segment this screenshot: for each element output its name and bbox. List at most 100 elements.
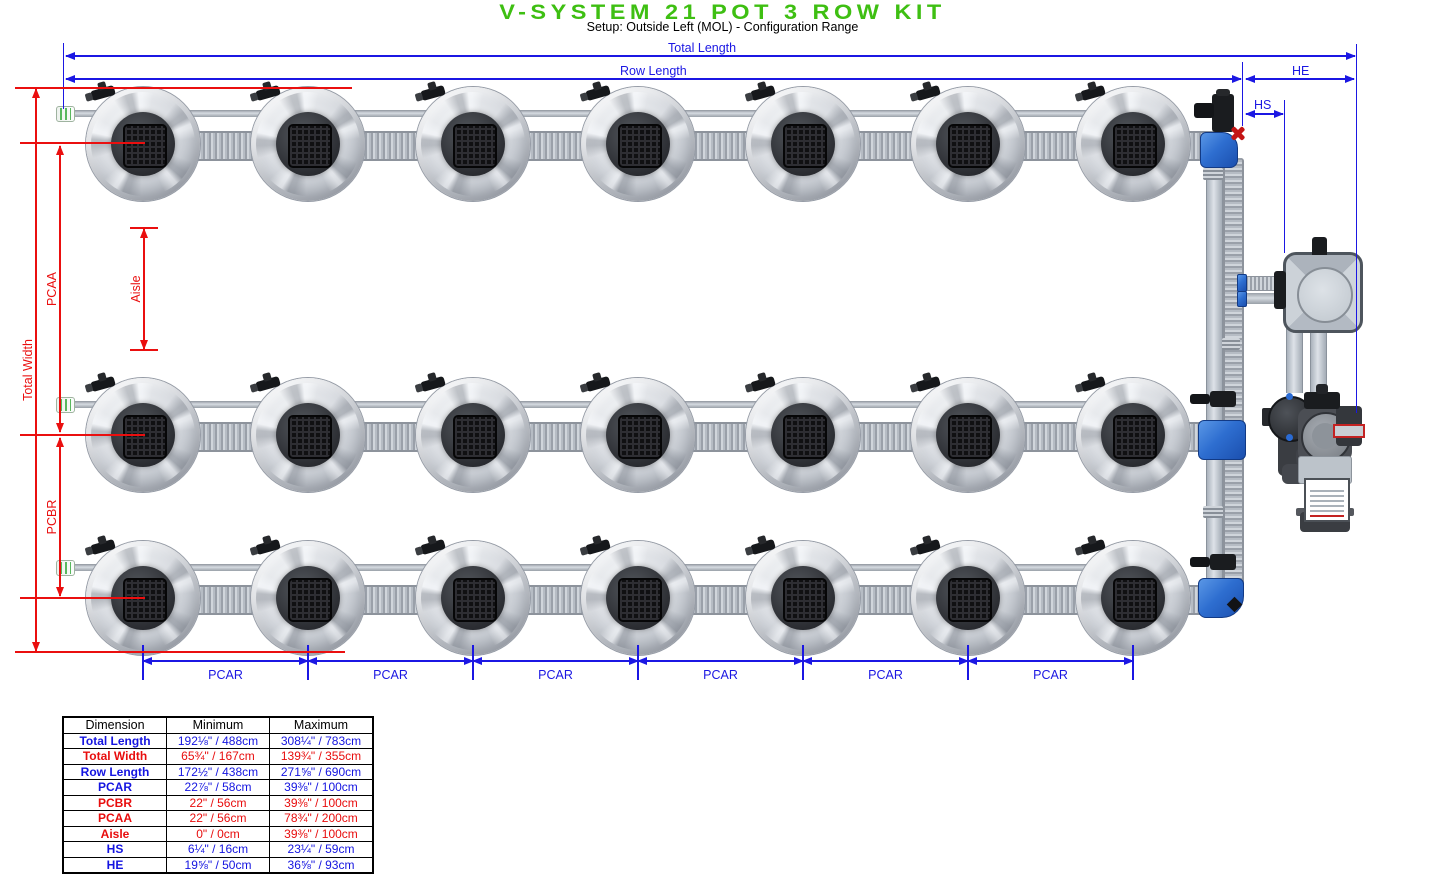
dim-label-pcaa: PCAA	[45, 271, 59, 307]
pot-basket-grid	[618, 124, 662, 168]
row2-junction-fitting	[1210, 391, 1236, 407]
table-cell-min: 192⅛" / 488cm	[166, 732, 270, 749]
pot-basket-grid	[783, 578, 827, 622]
table-cell-max: 36⅝" / 93cm	[269, 856, 374, 874]
feed-pipe-endcap	[56, 106, 75, 122]
table-cell-max: 139¾" / 355cm	[269, 748, 374, 765]
dimension-line-row-length	[66, 78, 1241, 80]
dimension-line-pcar	[308, 660, 473, 662]
dimension-line-pcar	[143, 660, 308, 662]
extension-line	[1242, 62, 1244, 126]
manifold-bottom-elbow	[1198, 578, 1244, 618]
table-cell-min: 172½" / 438cm	[166, 763, 270, 780]
dimension-line-total-length	[66, 55, 1355, 57]
pot	[1076, 541, 1190, 655]
tank-feed-coupler	[1237, 291, 1247, 307]
pot	[416, 87, 530, 201]
dim-label-row-length: Row Length	[620, 64, 687, 78]
pot-basket-grid	[123, 415, 167, 459]
dim-label-total-width: Total Width	[21, 339, 35, 401]
page-title: V-SYSTEM 21 POT 3 ROW KIT	[499, 1, 946, 24]
pot	[911, 87, 1025, 201]
pot	[416, 378, 530, 492]
row3-junction-fitting	[1210, 554, 1236, 570]
pot	[581, 378, 695, 492]
pot-basket-grid	[948, 415, 992, 459]
tank-lid	[1297, 266, 1353, 323]
table-cell-name: Row Length	[62, 763, 167, 780]
dimensions-table: Dimension Minimum Maximum Total Length 19…	[62, 716, 374, 874]
pot	[911, 541, 1025, 655]
pump-top-fitting	[1304, 392, 1340, 409]
pot-swirl	[421, 383, 525, 487]
dim-label-pcar: PCAR	[538, 668, 573, 682]
aisle-tick-bottom	[130, 349, 158, 351]
table-cell-name: PCBR	[62, 794, 167, 811]
table-cell-min: 19⅝" / 50cm	[166, 856, 270, 874]
pot	[746, 378, 860, 492]
table-cell-name: Total Length	[62, 732, 167, 749]
pot-basket-grid	[288, 124, 332, 168]
pump-rating-plate	[1333, 424, 1365, 438]
table-row: HS 6¼" / 16cm 23¼" / 59cm	[62, 841, 374, 858]
table-row: Total Width 65¾" / 167cm 139¾" / 355cm	[62, 748, 374, 765]
table-row: PCBR 22" / 56cm 39⅜" / 100cm	[62, 794, 374, 811]
table-cell-max: 39⅜" / 100cm	[269, 794, 374, 811]
dim-label-he: HE	[1292, 64, 1310, 78]
dimension-line-he	[1246, 78, 1354, 80]
row3-junction-stem	[1190, 557, 1210, 567]
pot	[746, 87, 860, 201]
reservoir-tank	[1283, 252, 1363, 333]
table-cell-name: HS	[62, 841, 167, 858]
manifold-return-pipe	[1223, 158, 1244, 598]
dimension-line-pcaa	[59, 146, 61, 432]
table-cell-name: HE	[62, 856, 167, 874]
pot-basket-grid	[948, 124, 992, 168]
feed-pipe-endcap	[56, 397, 75, 413]
manifold-supply-pipe	[1206, 148, 1223, 613]
pot-swirl	[916, 92, 1020, 196]
pot	[86, 378, 200, 492]
dimension-line-total-width	[35, 89, 37, 651]
tank-feed-pipe	[1242, 293, 1282, 304]
table-row: PCAA 22" / 56cm 78¾" / 200cm	[62, 810, 374, 827]
pump-spec-label	[1304, 478, 1350, 522]
pipe-collar	[1203, 506, 1223, 518]
table-cell-name: PCAR	[62, 779, 167, 796]
dim-label-aisle: Aisle	[129, 275, 143, 303]
table-cell-max: 78¾" / 200cm	[269, 810, 374, 827]
pot-basket-grid	[123, 578, 167, 622]
tank-inlet-connector	[1274, 271, 1286, 309]
table-cell-min: 65¾" / 167cm	[166, 748, 270, 765]
dimension-line-aisle	[143, 229, 145, 349]
table-row: HE 19⅝" / 50cm 36⅝" / 93cm	[62, 856, 374, 874]
pot	[416, 541, 530, 655]
pot	[581, 541, 695, 655]
pot-basket-grid	[453, 578, 497, 622]
red-shutoff-valve-icon	[1229, 124, 1247, 142]
manifold-top-valve-branch	[1194, 103, 1214, 118]
pot-basket-grid	[948, 578, 992, 622]
pot-basket-grid	[1113, 578, 1157, 622]
table-cell-name: Aisle	[62, 825, 167, 842]
ball-valve-port-bottom	[1286, 434, 1293, 441]
pot-basket-grid	[1113, 415, 1157, 459]
dimension-line-hs	[1246, 113, 1283, 115]
page-subtitle: Setup: Outside Left (MOL) - Configuratio…	[586, 20, 859, 34]
col-header-dimension: Dimension	[62, 716, 167, 734]
dim-label-pcar: PCAR	[1033, 668, 1068, 682]
feed-pipe-endcap	[56, 560, 75, 576]
pot	[251, 378, 365, 492]
pot	[911, 378, 1025, 492]
table-cell-min: 22⅞" / 58cm	[166, 779, 270, 796]
dim-label-pcar: PCAR	[373, 668, 408, 682]
pot-basket-grid	[783, 124, 827, 168]
table-cell-min: 22" / 56cm	[166, 810, 270, 827]
extension-line	[1356, 44, 1358, 413]
pot	[581, 87, 695, 201]
pot-basket-grid	[1113, 124, 1157, 168]
col-header-minimum: Minimum	[166, 716, 270, 734]
table-cell-max: 39⅜" / 100cm	[269, 825, 374, 842]
table-row: PCAR 22⅞" / 58cm 39⅜" / 100cm	[62, 779, 374, 796]
dim-label-hs: HS	[1254, 98, 1272, 112]
